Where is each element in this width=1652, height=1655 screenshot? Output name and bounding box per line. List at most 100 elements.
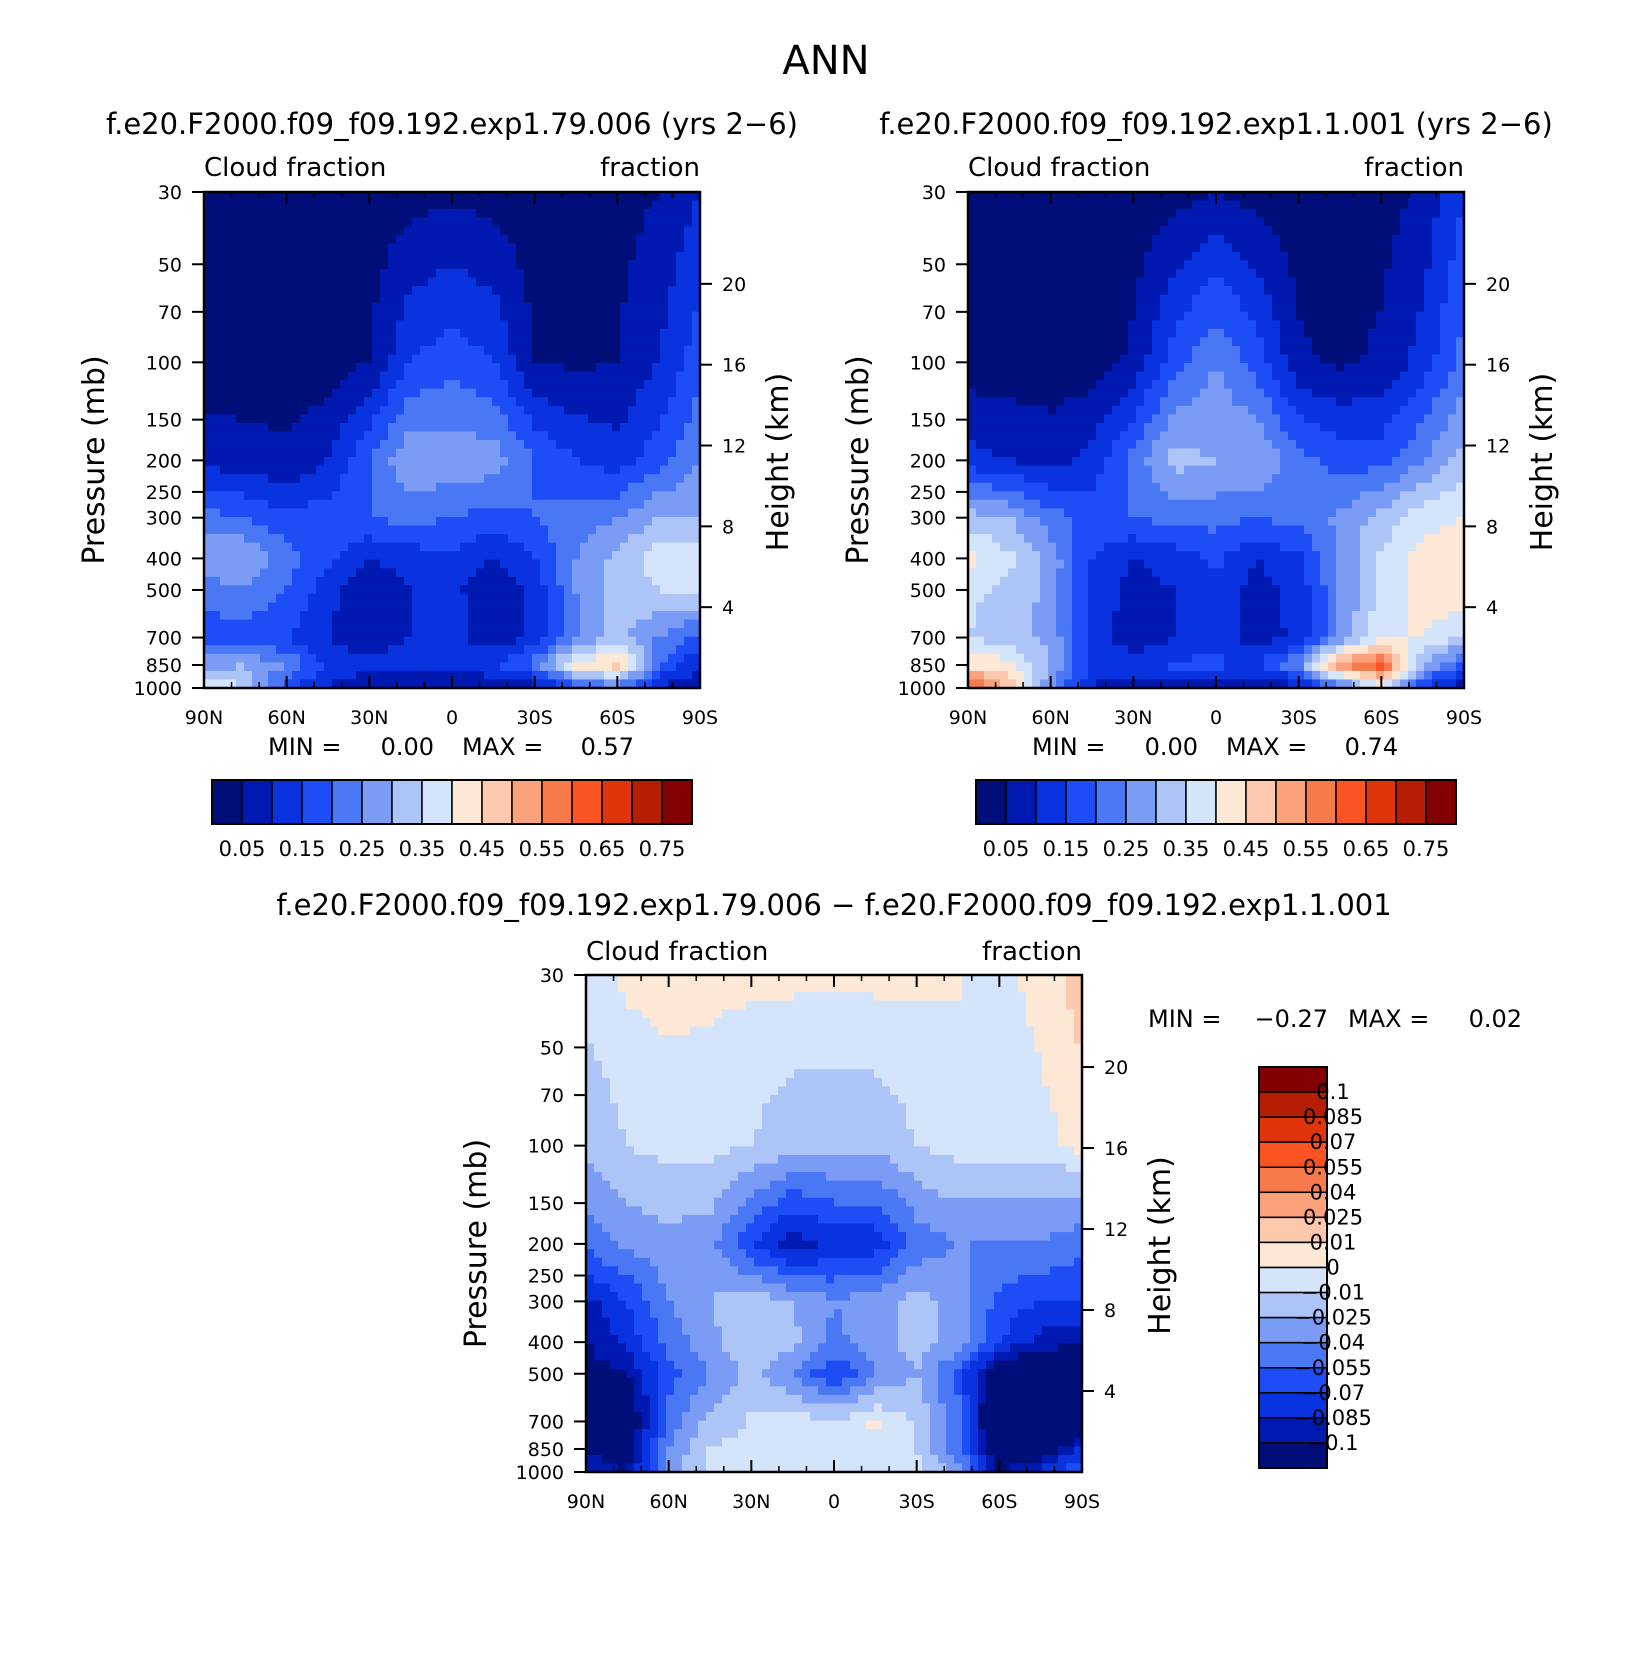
field-cell	[364, 268, 373, 279]
field-cell	[516, 568, 525, 578]
field-cell	[1240, 277, 1249, 287]
field-cell	[500, 593, 509, 604]
field-cell	[1112, 311, 1121, 321]
field-cell	[548, 576, 557, 586]
field-cell	[1320, 294, 1329, 304]
field-cell	[260, 679, 269, 689]
field-cell	[420, 200, 429, 210]
field-cell	[540, 499, 549, 510]
field-cell	[620, 388, 629, 398]
field-cell	[564, 619, 573, 629]
field-cell	[420, 286, 429, 296]
field-cell	[580, 628, 589, 638]
field-cell	[684, 440, 693, 450]
field-cell	[388, 422, 397, 433]
colorbar-label: 0.45	[459, 837, 506, 861]
field-cell	[1216, 345, 1225, 356]
field-cell	[356, 422, 365, 433]
field-cell	[1048, 277, 1057, 287]
field-cell	[372, 337, 381, 347]
field-cell	[660, 525, 669, 535]
field-cell	[372, 482, 381, 492]
field-cell	[1448, 251, 1457, 262]
field-cell	[332, 414, 341, 424]
field-cell	[580, 645, 589, 655]
field-cell	[220, 611, 229, 621]
field-cell	[508, 576, 517, 586]
field-cell	[1432, 217, 1441, 227]
field-cell	[420, 371, 429, 381]
field-cell	[492, 345, 501, 356]
field-cell	[332, 286, 341, 296]
field-cell	[348, 414, 357, 424]
field-cell	[260, 440, 269, 450]
field-cell	[388, 388, 397, 398]
field-cell	[1456, 234, 1465, 244]
field-cell	[684, 619, 693, 629]
field-cell	[692, 328, 701, 338]
field-cell	[620, 243, 629, 253]
field-cell	[1128, 226, 1137, 236]
field-cell	[340, 226, 349, 236]
field-cell	[1016, 260, 1025, 270]
field-cell	[484, 397, 493, 407]
field-cell	[292, 516, 301, 527]
field-cell	[992, 268, 1001, 279]
field-cell	[628, 482, 637, 492]
field-cell	[476, 619, 485, 629]
field-cell	[348, 670, 357, 681]
field-cell	[300, 277, 309, 287]
colorbar-swatch	[421, 779, 453, 825]
y-tick-label: 70	[158, 302, 182, 324]
field-cell	[396, 345, 405, 356]
field-cell	[984, 328, 993, 338]
field-cell	[1376, 251, 1385, 262]
field-cell	[308, 226, 317, 236]
field-cell	[260, 611, 269, 621]
field-cell	[220, 457, 229, 467]
field-cell	[596, 440, 605, 450]
field-cell	[668, 491, 677, 501]
field-cell	[228, 363, 237, 373]
field-cell	[580, 328, 589, 338]
field-cell	[1256, 303, 1265, 313]
field-cell	[308, 200, 317, 210]
field-cell	[1384, 243, 1393, 253]
field-cell	[396, 414, 405, 424]
field-cell	[444, 268, 453, 279]
field-cell	[324, 243, 333, 253]
field-cell	[636, 380, 645, 390]
field-cell	[572, 593, 581, 604]
field-cell	[692, 226, 701, 236]
field-cell	[452, 482, 461, 492]
field-cell	[692, 251, 701, 262]
field-cell	[396, 551, 405, 561]
field-cell	[556, 320, 565, 330]
field-cell	[572, 491, 581, 501]
field-cell	[204, 380, 213, 390]
field-cell	[628, 474, 637, 484]
field-cell	[588, 294, 597, 304]
field-cell	[1072, 345, 1081, 356]
field-cell	[316, 440, 325, 450]
field-cell	[372, 200, 381, 210]
field-cell	[652, 243, 661, 253]
field-cell	[220, 585, 229, 595]
field-cell	[668, 303, 677, 313]
field-cell	[580, 217, 589, 227]
field-cell	[388, 303, 397, 313]
field-cell	[684, 662, 693, 672]
field-cell	[1008, 345, 1017, 356]
field-cell	[532, 311, 541, 321]
field-cell	[636, 568, 645, 578]
field-cell	[364, 568, 373, 578]
field-cell	[1288, 294, 1297, 304]
field-cell	[276, 303, 285, 313]
field-cell	[540, 320, 549, 330]
field-cell	[1432, 320, 1441, 330]
field-cell	[604, 602, 613, 612]
field-cell	[968, 243, 977, 253]
field-cell	[204, 226, 213, 236]
field-cell	[524, 397, 533, 407]
field-cell	[644, 277, 653, 287]
